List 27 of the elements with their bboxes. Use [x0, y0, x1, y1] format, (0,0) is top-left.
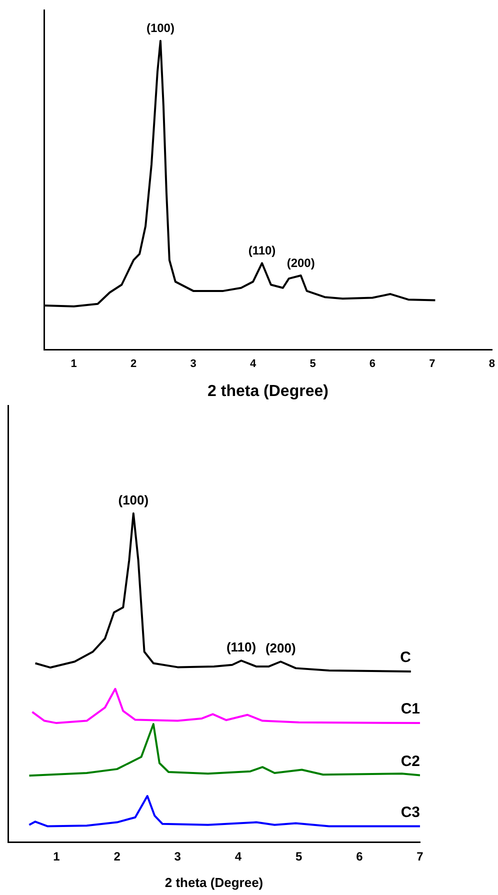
x-tick-label: 1	[53, 850, 60, 864]
x-tick-label: 4	[234, 850, 242, 864]
annotation: (100)	[146, 21, 174, 36]
x-tick-label: 5	[310, 358, 316, 370]
x-tick-label: 2	[130, 358, 137, 370]
x-axis-title: 2 theta (Degree)	[164, 874, 264, 890]
x-tick-label: 3	[174, 850, 182, 864]
x-tick-label: 3	[190, 358, 196, 370]
x-tick-label: 5	[295, 850, 302, 864]
x-tick-label: 6	[369, 358, 376, 370]
x-tick-label: 4	[250, 358, 257, 370]
x-tick-label: 2	[114, 850, 121, 864]
x-tick-label: 7	[429, 358, 436, 370]
series-label: C3	[400, 804, 420, 821]
series-label: C	[400, 649, 412, 666]
x-tick-label: 8	[488, 358, 496, 370]
annotation: (110)	[226, 640, 256, 655]
x-tick-label: 6	[356, 850, 364, 864]
annotation: (200)	[286, 256, 315, 270]
x-tick-label: 7	[416, 850, 424, 864]
series-label: C2	[400, 752, 420, 770]
annotation: (200)	[265, 640, 296, 656]
annotation: (110)	[248, 243, 276, 258]
series-label: C1	[400, 700, 420, 718]
x-tick-label: 1	[70, 358, 77, 370]
x-axis-title: 2 theta (Degree)	[208, 382, 328, 400]
annotation: (100)	[118, 492, 149, 508]
